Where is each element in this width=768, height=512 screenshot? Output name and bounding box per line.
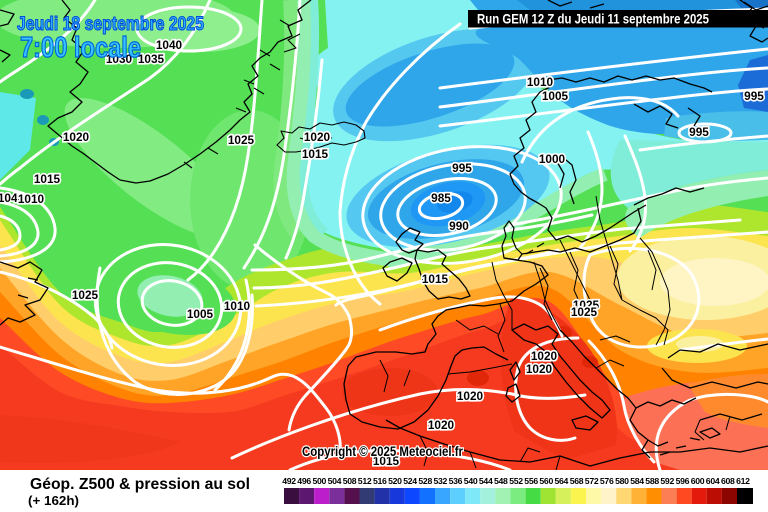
svg-text:1020: 1020 — [304, 130, 331, 144]
svg-text:568: 568 — [570, 476, 584, 486]
svg-text:600: 600 — [691, 476, 705, 486]
svg-text:560: 560 — [539, 476, 553, 486]
svg-text:1020: 1020 — [531, 349, 558, 363]
svg-text:995: 995 — [689, 125, 709, 139]
svg-text:985: 985 — [431, 191, 451, 205]
svg-text:552: 552 — [509, 476, 523, 486]
svg-text:1015: 1015 — [302, 147, 329, 161]
svg-text:1040: 1040 — [156, 38, 183, 52]
svg-text:1020: 1020 — [526, 362, 553, 376]
svg-text:524: 524 — [403, 476, 417, 486]
svg-text:572: 572 — [585, 476, 599, 486]
svg-text:1020: 1020 — [457, 389, 484, 403]
svg-text:1010: 1010 — [224, 299, 251, 313]
svg-text:995: 995 — [744, 89, 764, 103]
svg-text:1010: 1010 — [18, 192, 45, 206]
svg-text:1000: 1000 — [539, 152, 566, 166]
svg-text:508: 508 — [343, 476, 357, 486]
svg-text:504: 504 — [328, 476, 342, 486]
svg-text:1015: 1015 — [34, 172, 61, 186]
svg-text:544: 544 — [479, 476, 493, 486]
svg-text:990: 990 — [449, 219, 469, 233]
svg-text:1010: 1010 — [527, 75, 554, 89]
svg-text:1020: 1020 — [428, 418, 455, 432]
svg-text:516: 516 — [373, 476, 387, 486]
svg-text:(+ 162h): (+ 162h) — [28, 493, 79, 508]
svg-text:564: 564 — [554, 476, 568, 486]
svg-text:588: 588 — [645, 476, 659, 486]
svg-text:1025: 1025 — [228, 133, 255, 147]
svg-text:532: 532 — [433, 476, 447, 486]
svg-text:1025: 1025 — [72, 288, 99, 302]
svg-text:520: 520 — [388, 476, 402, 486]
svg-text:528: 528 — [418, 476, 432, 486]
svg-text:536: 536 — [449, 476, 463, 486]
svg-text:Géop. Z500 & pression au sol: Géop. Z500 & pression au sol — [30, 476, 250, 493]
svg-text:1030: 1030 — [106, 52, 133, 66]
svg-text:Jeudi 18 septembre 2025: Jeudi 18 septembre 2025 — [17, 13, 204, 35]
svg-text:1040: 1040 — [0, 191, 25, 205]
svg-text:556: 556 — [524, 476, 538, 486]
svg-text:612: 612 — [736, 476, 750, 486]
svg-text:540: 540 — [464, 476, 478, 486]
svg-text:592: 592 — [660, 476, 674, 486]
svg-text:1005: 1005 — [542, 89, 569, 103]
svg-text:576: 576 — [600, 476, 614, 486]
svg-text:1015: 1015 — [422, 272, 449, 286]
svg-text:492: 492 — [282, 476, 296, 486]
svg-text:1025: 1025 — [571, 305, 598, 319]
svg-text:1015: 1015 — [373, 454, 400, 468]
svg-text:584: 584 — [630, 476, 644, 486]
svg-text:512: 512 — [358, 476, 372, 486]
svg-text:1025: 1025 — [573, 298, 600, 312]
svg-text:Run GEM 12 Z du Jeudi 11 septe: Run GEM 12 Z du Jeudi 11 septembre 2025 — [477, 12, 709, 27]
svg-text:7:00 locale: 7:00 locale — [20, 32, 141, 64]
svg-text:500: 500 — [312, 476, 326, 486]
svg-text:995: 995 — [452, 161, 472, 175]
svg-text:1020: 1020 — [63, 130, 90, 144]
svg-text:Copyright © 2025 Meteociel.fr: Copyright © 2025 Meteociel.fr — [302, 444, 464, 459]
svg-text:548: 548 — [494, 476, 508, 486]
svg-text:1005: 1005 — [187, 307, 214, 321]
svg-text:596: 596 — [676, 476, 690, 486]
svg-text:496: 496 — [297, 476, 311, 486]
svg-text:604: 604 — [706, 476, 720, 486]
svg-text:580: 580 — [615, 476, 629, 486]
svg-text:1035: 1035 — [138, 52, 165, 66]
svg-text:608: 608 — [721, 476, 735, 486]
